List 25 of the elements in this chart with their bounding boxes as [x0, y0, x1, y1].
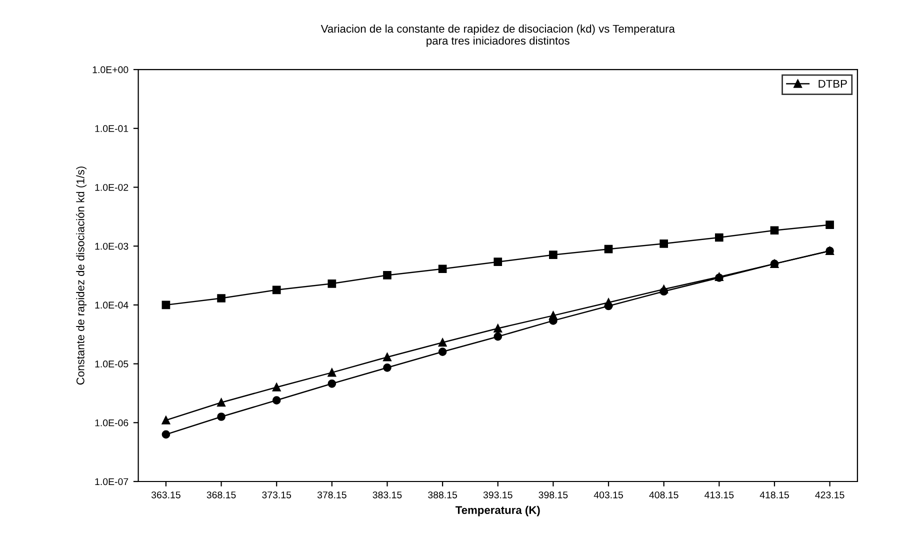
x-tick-label: 423.15: [815, 491, 844, 498]
y-tick-label: 1.0E-02: [95, 184, 128, 191]
chart-title: Variacion de la constante de rapidez de disociacion (kd) vs Temperatura para tres iniciadores distintos: [320, 24, 675, 47]
x-tick-label: 398.15: [538, 491, 568, 498]
x-tick-label: 408.15: [649, 491, 678, 498]
y-axis-title: Constante de rapidez de disociación kd (1/s): [76, 166, 87, 385]
y-tick-label: 1.0E-05: [95, 360, 128, 368]
x-axis-title: Temperatura (K): [456, 506, 540, 516]
x-tick-label: 388.15: [428, 491, 458, 498]
x-tick-label: 368.15: [206, 491, 236, 498]
y-tick-label: 1.0E-07: [95, 478, 128, 486]
x-tick-label: 413.15: [704, 491, 734, 498]
y-tick-label: 1.0E-01: [95, 125, 128, 132]
y-tick-label: 1.0E-04: [95, 302, 128, 309]
x-tick-label: 373.15: [262, 491, 292, 498]
y-tick-label: 1.0E-03: [95, 242, 128, 250]
x-tick-label: 383.15: [372, 491, 402, 498]
x-tick-label: 378.15: [317, 491, 346, 498]
x-tick-label: 393.15: [483, 491, 512, 498]
x-tick-label: 363.15: [151, 491, 180, 498]
y-tick-label: 1.0E-06: [95, 419, 128, 426]
x-tick-label: 403.15: [594, 491, 623, 498]
x-tick-label: 418.15: [760, 491, 789, 498]
legend-label: DTBP: [818, 80, 847, 88]
y-tick-label: 1.0E+00: [92, 66, 128, 74]
